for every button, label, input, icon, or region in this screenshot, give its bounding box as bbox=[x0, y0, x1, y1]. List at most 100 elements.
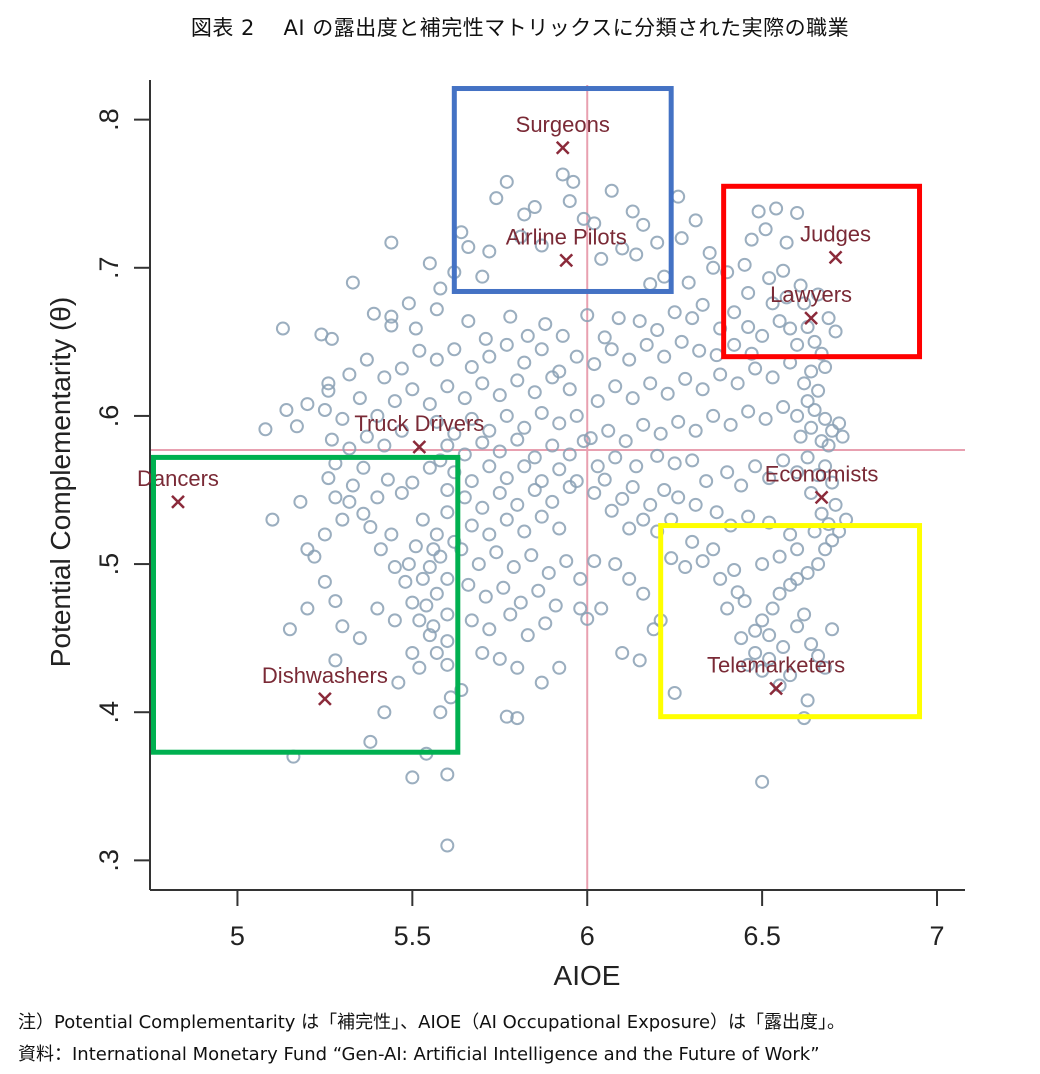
data-point bbox=[433, 705, 448, 720]
data-point bbox=[597, 472, 612, 487]
data-point bbox=[447, 465, 462, 480]
y-tick-label: .6 bbox=[94, 405, 124, 428]
data-point bbox=[702, 245, 717, 260]
data-point bbox=[748, 645, 763, 660]
x-mark-icon bbox=[769, 681, 783, 696]
data-point bbox=[737, 257, 752, 272]
data-point bbox=[639, 337, 654, 352]
data-point bbox=[569, 349, 584, 364]
x-axis-title: AIOE bbox=[554, 960, 621, 991]
footnote: 注）Potential Complementarity は「補完性」、AIOE（… bbox=[18, 1012, 846, 1033]
data-point bbox=[653, 426, 668, 441]
data-point bbox=[825, 622, 840, 637]
data-point bbox=[457, 447, 472, 462]
data-point bbox=[513, 595, 528, 610]
data-point bbox=[541, 565, 556, 580]
data-point bbox=[370, 408, 385, 423]
data-point bbox=[625, 391, 640, 406]
data-point bbox=[475, 269, 490, 284]
data-point bbox=[387, 394, 402, 409]
data-point bbox=[457, 391, 472, 406]
data-point bbox=[527, 385, 542, 400]
data-point bbox=[363, 520, 378, 535]
data-point bbox=[478, 331, 493, 346]
data-point bbox=[625, 480, 640, 495]
data-point bbox=[433, 281, 448, 296]
data-point bbox=[790, 205, 805, 220]
data-point bbox=[706, 260, 721, 275]
data-point bbox=[429, 527, 444, 542]
data-point bbox=[391, 675, 406, 690]
data-point bbox=[587, 216, 602, 231]
data-point bbox=[657, 483, 672, 497]
data-point bbox=[727, 563, 742, 577]
data-point bbox=[440, 607, 455, 622]
data-point bbox=[604, 503, 619, 518]
data-point bbox=[482, 349, 497, 364]
data-point bbox=[562, 447, 577, 462]
data-point bbox=[709, 505, 724, 520]
data-point bbox=[674, 231, 689, 246]
highlight-marker bbox=[412, 440, 427, 454]
data-point bbox=[527, 450, 542, 465]
data-point bbox=[604, 342, 619, 357]
data-point bbox=[426, 542, 441, 557]
data-point bbox=[422, 628, 437, 643]
data-point bbox=[531, 583, 546, 598]
data-point bbox=[681, 275, 696, 290]
data-point bbox=[601, 423, 616, 438]
x-mark-icon bbox=[814, 490, 829, 505]
data-point bbox=[807, 334, 822, 349]
data-point bbox=[520, 628, 535, 643]
occupation-label: Dishwashers bbox=[262, 663, 388, 688]
data-point bbox=[506, 560, 521, 575]
data-point bbox=[818, 660, 833, 675]
highlighted-occupations: Surgeons Airline Pilots Judges Lawyers Truck… bbox=[137, 112, 878, 706]
data-point bbox=[734, 478, 749, 493]
x-mark-icon bbox=[171, 494, 185, 509]
data-point bbox=[555, 167, 570, 182]
data-point bbox=[765, 370, 780, 385]
data-point bbox=[790, 619, 805, 634]
data-point bbox=[510, 373, 525, 388]
data-point bbox=[513, 229, 528, 244]
data-point bbox=[636, 217, 651, 232]
data-point bbox=[258, 422, 273, 437]
data-point bbox=[534, 405, 549, 420]
data-point bbox=[440, 634, 455, 649]
data-point bbox=[734, 631, 749, 646]
data-point bbox=[580, 611, 595, 626]
data-point bbox=[517, 420, 532, 435]
data-point bbox=[419, 598, 434, 613]
data-point bbox=[555, 328, 570, 343]
data-point bbox=[772, 549, 787, 564]
data-point bbox=[762, 651, 777, 666]
occupation-label: Surgeons bbox=[516, 112, 610, 137]
occupation-label: Judges bbox=[800, 221, 871, 246]
x-tick-label: 7 bbox=[930, 921, 945, 951]
data-point bbox=[524, 548, 539, 563]
data-point bbox=[741, 320, 756, 335]
data-point bbox=[678, 560, 693, 575]
data-point bbox=[545, 438, 560, 453]
data-point bbox=[622, 352, 637, 367]
data-point bbox=[643, 277, 658, 292]
data-point bbox=[790, 408, 805, 423]
data-point bbox=[695, 297, 710, 312]
data-point bbox=[583, 431, 598, 446]
data-point bbox=[401, 296, 416, 311]
data-point bbox=[667, 456, 682, 471]
data-point bbox=[772, 586, 787, 601]
data-point bbox=[608, 557, 623, 572]
data-point bbox=[797, 376, 812, 391]
data-point bbox=[538, 616, 553, 631]
data-point bbox=[328, 594, 343, 609]
data-point bbox=[499, 337, 514, 352]
data-point bbox=[384, 309, 399, 324]
quadrant-boxes bbox=[150, 86, 923, 755]
data-point bbox=[552, 416, 567, 431]
data-point bbox=[552, 521, 567, 536]
scatter-chart: 5 5.5 6 6.5 7 .3 .4 .5 .6 .7 .8 Surgeons Airline Pi… bbox=[45, 80, 965, 991]
data-point bbox=[720, 465, 735, 480]
data-point bbox=[289, 419, 304, 434]
